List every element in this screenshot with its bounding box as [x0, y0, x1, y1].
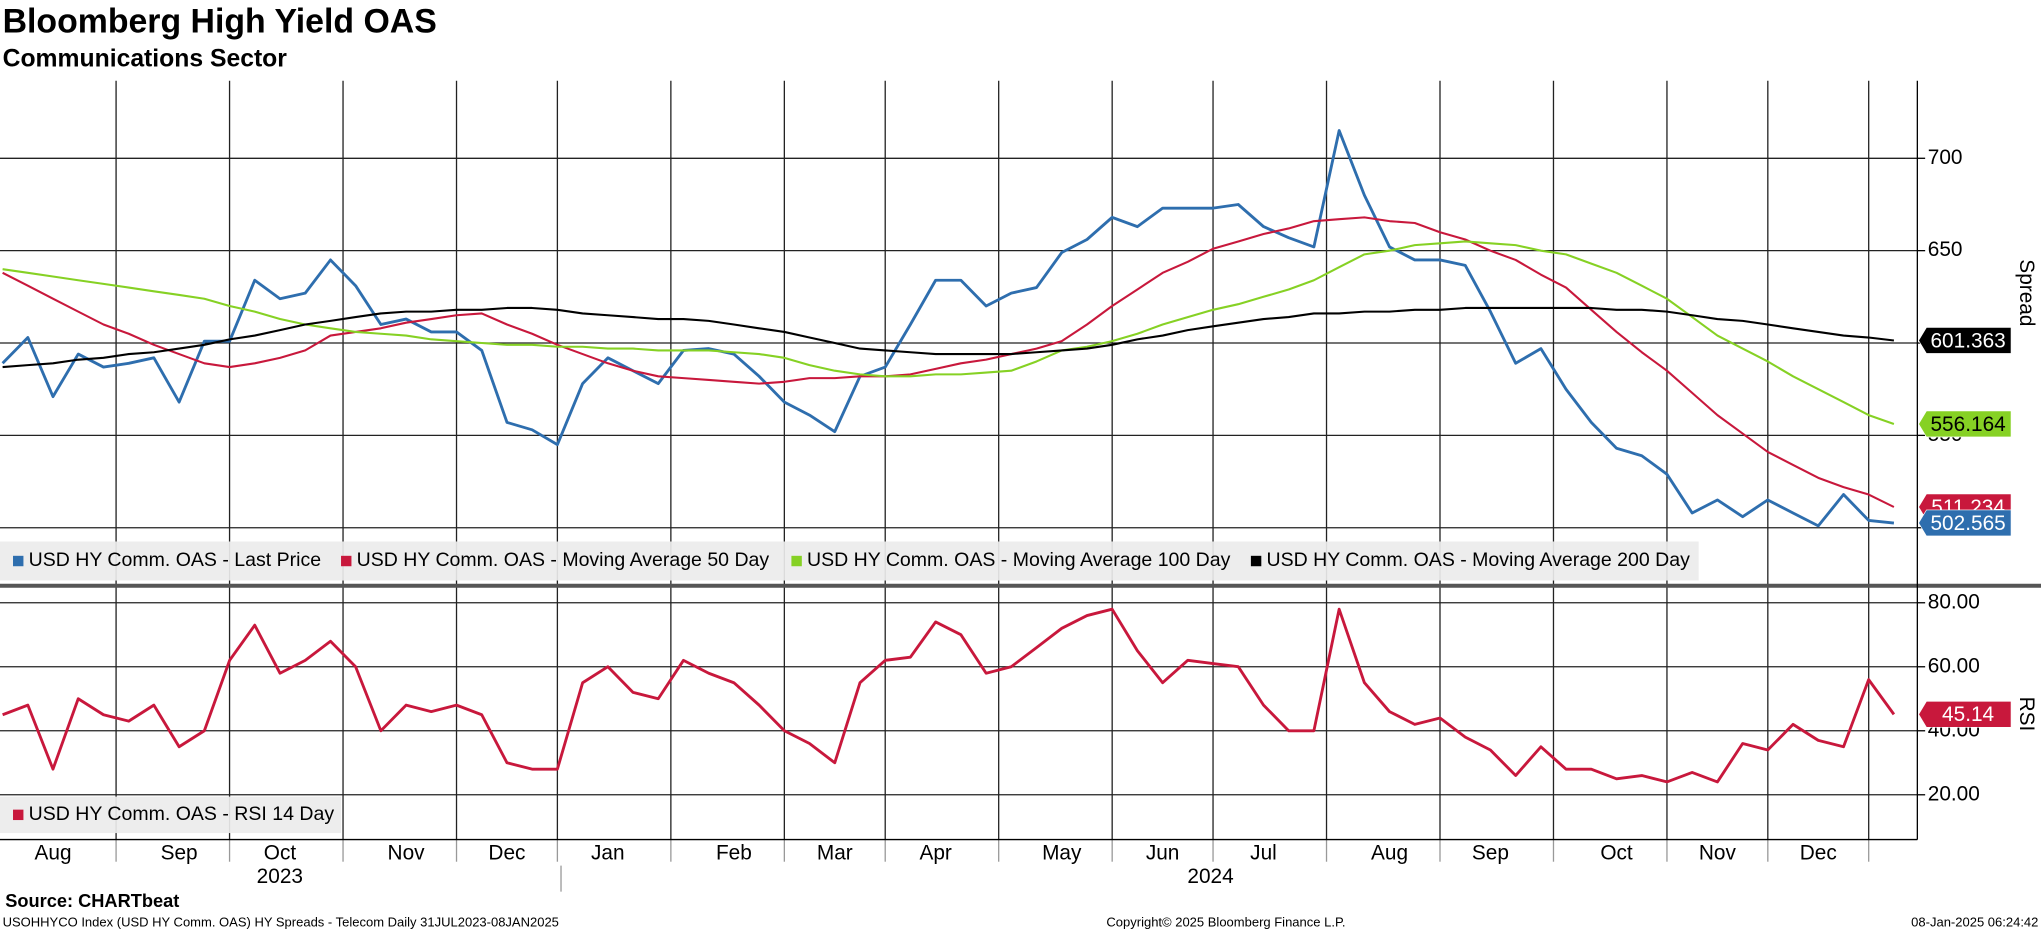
x-tick-label: Apr — [919, 841, 951, 864]
last-value-label: 45.14 — [1942, 703, 1994, 726]
x-tick-label: Nov — [388, 841, 426, 864]
x-tick-label: Jun — [1146, 841, 1180, 864]
y-tick-label: 650 — [1928, 238, 1963, 261]
legend-label: USD HY Comm. OAS - Last Price — [29, 549, 321, 571]
y-axis-label: RSI — [2015, 697, 2038, 732]
last-value-label: 601.363 — [1930, 329, 2005, 352]
plot-area: Aug Sep Oct Nov Dec Jan Feb Mar Apr May Jun Jul Aug S… — [0, 80, 2038, 864]
legend-swatch — [791, 555, 802, 567]
legend-swatch — [341, 555, 352, 567]
x-tick-label: Feb — [716, 841, 752, 864]
last-value-label: 502.565 — [1930, 512, 2005, 535]
timestamp: 08-Jan-2025 06:24:42 — [1911, 914, 2038, 929]
y-tick-label: 700 — [1928, 146, 1963, 169]
last-value-box — [1918, 410, 2012, 438]
legend-label: USD HY Comm. OAS - Moving Average 100 Da… — [807, 549, 1231, 571]
x-tick-label: Sep — [161, 841, 198, 864]
x-tick-label: Nov — [1699, 841, 1737, 864]
legend-label: USD HY Comm. OAS - Moving Average 200 Da… — [1267, 549, 1691, 571]
series-line — [2, 216, 1895, 508]
index-line: USOHHYCO Index (USD HY Comm. OAS) HY Spr… — [3, 914, 559, 929]
y-axis-label: Spread — [2015, 259, 2038, 326]
legend-background — [0, 541, 1699, 581]
source: Source: CHARTbeat — [5, 891, 179, 911]
series-line — [2, 306, 1895, 369]
chart-subtitle: Communications Sector — [3, 45, 288, 72]
x-tick-label: Aug — [1371, 841, 1408, 864]
last-value-box — [1918, 509, 2012, 537]
x-tick-label: Mar — [817, 841, 853, 864]
x-tick-label: Sep — [1472, 841, 1509, 864]
y-tick-label: 20.00 — [1928, 782, 1980, 805]
legend-background — [0, 796, 342, 834]
copyright: Copyright© 2025 Bloomberg Finance L.P. — [1106, 914, 1345, 929]
x-tick-label: Dec — [1800, 841, 1837, 864]
legend-label: USD HY Comm. OAS - Moving Average 50 Day — [357, 549, 770, 571]
x-tick-label: Jan — [591, 841, 625, 864]
series-line — [1, 129, 1895, 528]
last-value-box — [1918, 327, 2012, 354]
series-line — [2, 240, 1895, 425]
x-tick-label: Oct — [1600, 841, 1633, 864]
last-value-label: 556.164 — [1930, 413, 2005, 436]
y-tick-label: 60.00 — [1928, 654, 1980, 677]
x-tick-label: Oct — [264, 841, 297, 864]
legend-label: USD HY Comm. OAS - RSI 14 Day — [29, 803, 335, 825]
legend-swatch — [1250, 555, 1262, 567]
legend-swatch — [13, 555, 24, 567]
x-tick-label: Dec — [488, 841, 525, 864]
last-value-box — [1918, 700, 2012, 728]
year-label: 2023 — [257, 865, 303, 888]
chart-title: Bloomberg High Yield OAS — [3, 2, 437, 40]
x-tick-label: Aug — [35, 841, 72, 864]
year-label: 2024 — [1187, 865, 1233, 888]
series-line — [2, 607, 1896, 784]
x-tick-label: Jul — [1250, 841, 1277, 864]
legend-swatch — [13, 809, 24, 821]
y-tick-label: 80.00 — [1928, 590, 1980, 613]
x-tick-label: May — [1042, 841, 1082, 864]
